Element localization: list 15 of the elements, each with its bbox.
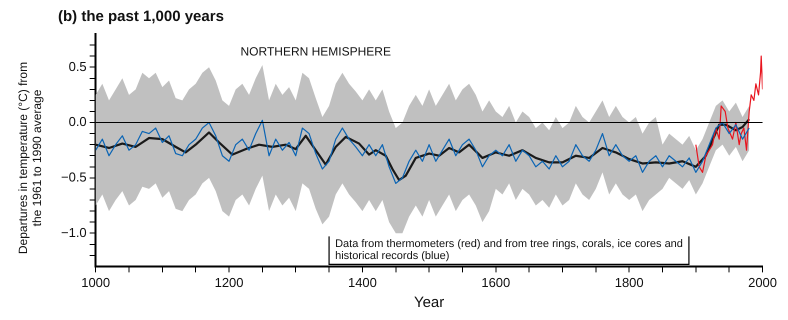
chart-title: (b) the past 1,000 years — [58, 8, 224, 26]
y-tick-label: −0.5 — [60, 169, 87, 184]
x-tick-label: 1000 — [81, 274, 110, 290]
x-tick-label: 1600 — [481, 274, 510, 290]
annotation: Data from thermometers (red) and from tree rings, corals, ice cores and historical records (blue) — [335, 238, 683, 262]
x-tick-label: 1800 — [614, 274, 644, 290]
y-tick-label: 0.0 — [68, 114, 87, 130]
y-axis-title: Departures in temperature (°C) from the 1961 to 1990 average — [16, 60, 44, 256]
x-tick-label: 1400 — [348, 274, 377, 290]
x-tick-label: 2000 — [748, 274, 777, 290]
y-tick-label: 0.5 — [68, 58, 87, 74]
x-axis-title: Year — [414, 294, 444, 312]
x-tick-label: 1200 — [214, 274, 244, 290]
y-tick-label: −1.0 — [60, 224, 87, 240]
annotation: NORTHERN HEMISPHERE — [240, 44, 391, 58]
